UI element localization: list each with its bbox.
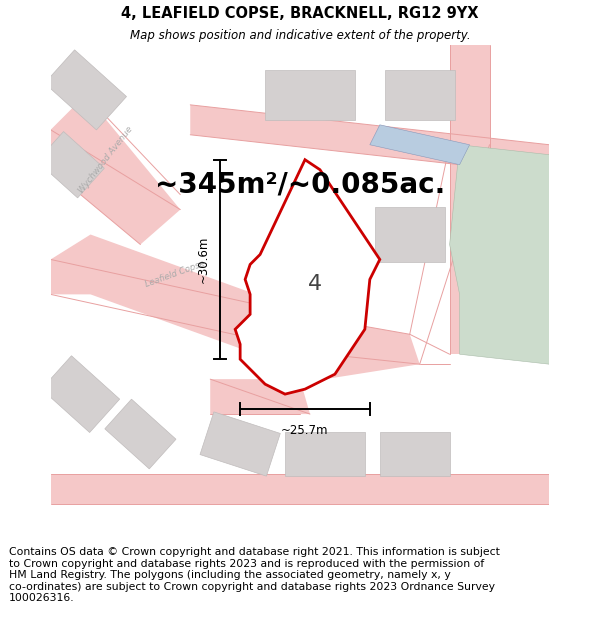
Polygon shape xyxy=(285,431,365,476)
Polygon shape xyxy=(385,70,455,120)
Polygon shape xyxy=(200,412,280,476)
Text: Map shows position and indicative extent of the property.: Map shows position and indicative extent… xyxy=(130,29,470,42)
Polygon shape xyxy=(375,207,445,262)
Polygon shape xyxy=(50,234,420,379)
Polygon shape xyxy=(50,95,180,244)
Polygon shape xyxy=(37,131,104,198)
Polygon shape xyxy=(210,379,310,414)
Text: 4, LEAFIELD COPSE, BRACKNELL, RG12 9YX: 4, LEAFIELD COPSE, BRACKNELL, RG12 9YX xyxy=(121,6,479,21)
Text: ~25.7m: ~25.7m xyxy=(281,424,329,437)
Polygon shape xyxy=(235,160,380,394)
Polygon shape xyxy=(41,356,119,432)
Polygon shape xyxy=(449,45,490,354)
Text: Leafield Copse: Leafield Copse xyxy=(144,259,206,289)
Text: ~30.6m: ~30.6m xyxy=(197,236,210,283)
Text: ~345m²/~0.085ac.: ~345m²/~0.085ac. xyxy=(155,171,445,199)
Polygon shape xyxy=(50,474,550,504)
Polygon shape xyxy=(265,70,355,120)
Polygon shape xyxy=(190,105,550,174)
Polygon shape xyxy=(370,125,470,165)
Polygon shape xyxy=(449,145,550,364)
Text: 4: 4 xyxy=(308,274,322,294)
Text: Wychwood Avenue: Wychwood Avenue xyxy=(77,124,134,195)
Text: Contains OS data © Crown copyright and database right 2021. This information is : Contains OS data © Crown copyright and d… xyxy=(9,547,500,603)
Polygon shape xyxy=(105,399,176,469)
Polygon shape xyxy=(44,50,127,130)
Polygon shape xyxy=(380,431,449,476)
